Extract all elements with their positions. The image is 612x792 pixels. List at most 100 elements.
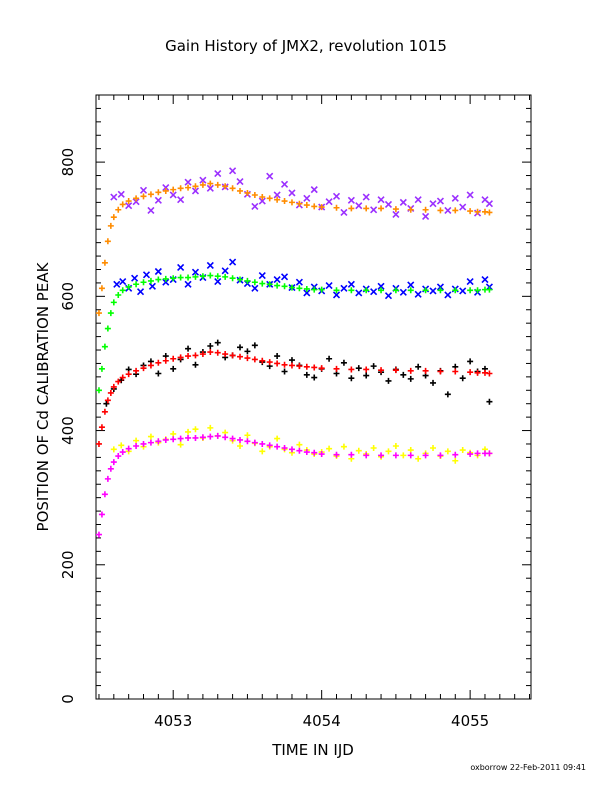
data-point [392,287,399,294]
data-point [207,342,214,349]
data-point [355,447,362,454]
data-point [400,452,407,459]
data-point [274,443,281,450]
series-7 [95,432,493,538]
data-point [274,360,281,367]
data-point [133,195,140,202]
data-point [467,358,474,365]
data-point [274,435,281,442]
data-point [485,200,493,208]
data-point [466,278,474,286]
data-point [281,445,288,452]
data-point [355,289,363,297]
data-point [162,357,169,364]
data-point [325,282,333,290]
data-point [422,212,430,221]
data-point [115,378,122,385]
data-point [348,375,355,382]
data-point [110,214,117,221]
data-point [467,369,474,376]
data-point [117,190,125,198]
data-point [273,275,281,284]
data-point [377,196,385,204]
data-point [486,450,493,457]
data-point [332,291,341,299]
data-point [266,281,273,288]
data-point [258,271,266,280]
chart-title: Gain History of JMX2, revolution 1015 [165,37,447,55]
data-point [148,282,156,290]
data-point [459,203,467,211]
data-point [95,387,102,394]
data-point [107,222,114,229]
data-point [407,281,415,289]
data-point [340,284,348,292]
data-point [131,274,139,282]
data-point [452,451,459,458]
data-point [110,299,117,306]
data-point [110,193,118,201]
data-point [281,368,288,375]
data-point [207,272,214,279]
data-point [452,368,459,375]
data-point [486,209,493,216]
data-point [214,278,222,286]
data-point [437,287,444,294]
data-point [259,440,266,447]
data-point [237,187,244,194]
data-point [362,193,370,201]
data-point [125,371,132,378]
x-tick-label: 4053 [154,712,192,730]
data-point [296,285,303,292]
series-4 [103,339,493,407]
axis-ticks: 0 200 400 600 800 4053 4054 4055 [59,94,531,730]
data-point [244,355,251,362]
data-point [259,357,266,364]
data-point [147,206,155,214]
data-point [221,267,229,275]
data-point [236,178,244,186]
data-point [326,355,333,362]
data-point [437,452,444,459]
data-point [244,438,251,445]
data-point [118,442,125,449]
data-point [414,290,422,298]
data-point [280,273,289,281]
data-point [177,185,184,192]
data-point [340,359,347,366]
data-point [222,351,229,358]
data-point [303,363,310,370]
data-point [229,275,236,282]
data-point [258,197,266,205]
data-point [422,452,429,459]
data-point [467,208,474,215]
data-point [214,339,221,346]
data-point [459,287,467,295]
y-tick-label: 600 [59,282,77,311]
data-point [437,207,444,214]
data-point [363,452,370,459]
data-point [370,363,377,370]
data-point [170,186,177,193]
data-point [177,354,184,361]
data-point [237,276,244,283]
data-point [363,372,370,379]
data-point [125,283,132,290]
data-point [132,198,140,206]
data-point [407,287,414,294]
data-point [229,435,236,442]
data-point [303,449,310,456]
data-point [318,365,325,372]
data-point [378,287,385,294]
data-point [119,449,126,456]
data-point [288,362,295,369]
data-point [199,434,206,441]
data-point [177,435,184,442]
data-point [436,283,445,291]
data-point [451,194,459,202]
y-tick-label: 400 [59,416,77,445]
data-point [430,445,437,452]
data-point [400,371,407,378]
data-point [184,280,192,288]
